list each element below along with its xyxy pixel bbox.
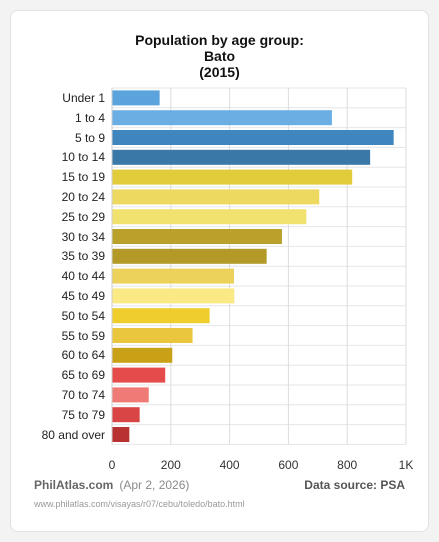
bar-80-and-over [112, 427, 130, 442]
category-label: 1 to 4 [74, 110, 105, 125]
bar-15-to-19 [112, 169, 353, 185]
brand-name: PhilAtlas.com [34, 478, 114, 492]
category-label: 80 and over [41, 427, 105, 442]
category-label: 60 to 64 [61, 348, 105, 363]
x-tick-label: 200 [160, 458, 181, 472]
bar-45-to-49 [112, 288, 235, 304]
category-label: 70 to 74 [61, 387, 105, 402]
bar-35-to-39 [112, 248, 267, 264]
x-tick-label: 800 [337, 458, 358, 472]
category-label: 20 to 24 [61, 189, 105, 204]
chart-subtitle-year: (2015) [199, 64, 240, 80]
bar-10-to-14 [112, 149, 371, 165]
source-url[interactable]: www.philatlas.com/visayas/r07/cebu/toled… [34, 499, 245, 509]
bar-50-to-54 [112, 308, 210, 324]
bar-5-to-9 [112, 130, 394, 145]
category-label: 75 to 79 [61, 407, 105, 422]
category-label: 25 to 29 [61, 209, 105, 224]
bar-under-1 [112, 90, 160, 106]
chart-title: Population by age group: [135, 32, 304, 48]
bar-55-to-59 [112, 328, 193, 343]
x-tick-label: 0 [108, 458, 116, 472]
bar-60-to-64 [112, 347, 173, 363]
bar-30-to-34 [112, 229, 282, 244]
bar-40-to-44 [112, 268, 235, 284]
bar-1-to-4 [112, 110, 332, 126]
x-tick-label: 1K [398, 458, 414, 472]
x-tick-label: 600 [278, 458, 299, 472]
category-label: 10 to 14 [61, 150, 105, 165]
chart-subtitle-place: Bato [203, 48, 236, 64]
category-label: 65 to 69 [61, 368, 105, 383]
category-label: 55 to 59 [61, 328, 105, 343]
data-source: Data source: PSA [304, 478, 405, 492]
bar-25-to-29 [112, 209, 307, 225]
category-label: 40 to 44 [61, 269, 105, 284]
x-tick-label: 400 [219, 458, 240, 472]
category-label: 15 to 19 [61, 170, 105, 185]
category-label: 50 to 54 [61, 308, 105, 323]
category-label: 30 to 34 [61, 229, 105, 244]
bar-70-to-74 [112, 387, 149, 403]
category-label: 45 to 49 [61, 288, 105, 303]
footer-attribution: PhilAtlas.com (Apr 2, 2026) [34, 478, 189, 492]
bar-75-to-79 [112, 407, 140, 423]
bar-65-to-69 [112, 367, 166, 383]
category-label: Under 1 [62, 90, 105, 105]
category-label: 5 to 9 [74, 130, 105, 145]
bar-20-to-24 [112, 189, 320, 205]
footer-date: (Apr 2, 2026) [119, 478, 190, 492]
category-label: 35 to 39 [61, 249, 105, 264]
